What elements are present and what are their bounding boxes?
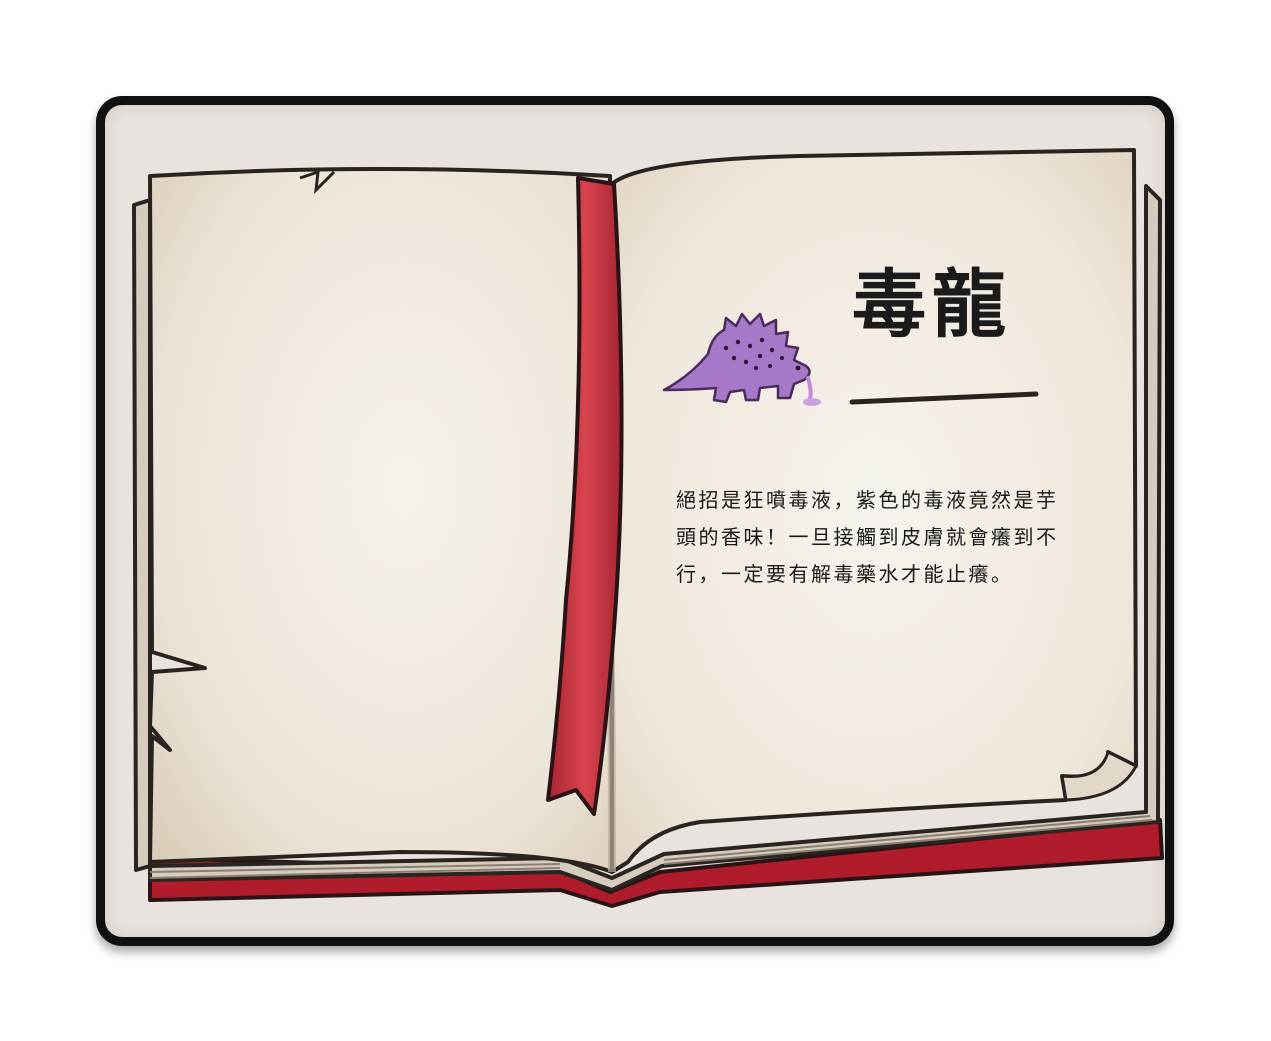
bookmark-ribbon: [546, 176, 624, 816]
page-stack: [132, 184, 1162, 892]
purple-spiky-dragon-icon: [662, 312, 821, 406]
title-underline: [849, 391, 1039, 405]
entry-title: 毒龍: [852, 262, 1012, 348]
entry-description: 絕招是狂噴毒液，紫色的毒液竟然是芋頭的香味！一旦接觸到皮膚就會癢到不行，一定要有…: [676, 488, 1059, 586]
left-page: [148, 167, 614, 874]
